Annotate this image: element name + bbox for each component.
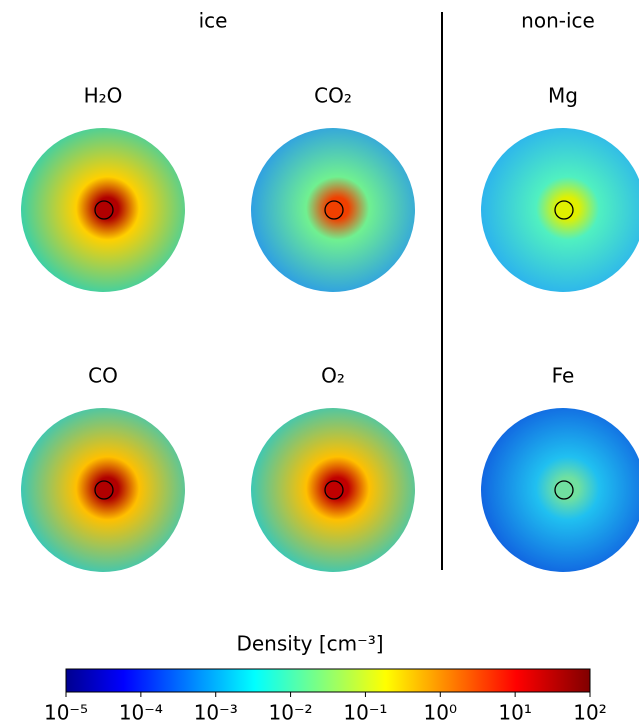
core-marker [94,480,114,500]
sphere-cut-face [8,128,90,292]
tick-label: 10⁰ [424,701,457,725]
panel-title: O₂ [321,364,345,388]
density-sphere [481,128,639,292]
colorbar [65,668,591,693]
sphere-cut-face [238,128,320,292]
tick-label: 10⁻¹ [343,701,387,725]
density-sphere [21,128,185,292]
group-label: non-ice [521,9,595,33]
density-sphere [481,408,639,572]
core-marker [554,480,574,500]
core-marker [324,200,344,220]
density-sphere [251,128,415,292]
tick-label: 10¹ [498,701,531,725]
tick-label: 10⁻³ [194,701,238,725]
density-sphere [21,408,185,572]
group-label: ice [199,9,228,33]
panel-title: Mg [548,84,578,108]
panel-title: CO₂ [314,84,352,108]
panel-title: Fe [552,364,575,388]
tick-label: 10⁻⁵ [44,701,88,725]
panel-title: CO [88,364,118,388]
tick-label: 10² [573,701,606,725]
core-marker [324,480,344,500]
sphere-cut-face [468,408,550,572]
tick-label: 10⁻⁴ [119,701,163,725]
core-marker [94,200,114,220]
tick-label: 10⁻² [269,701,313,725]
density-sphere [251,408,415,572]
sphere-cut-face [8,408,91,572]
core-marker [554,200,574,220]
sphere-cut-face [238,408,320,572]
panel-title: H₂O [84,84,123,108]
colorbar-label: Density [cm⁻³] [236,632,383,656]
sphere-cut-face [468,128,550,292]
